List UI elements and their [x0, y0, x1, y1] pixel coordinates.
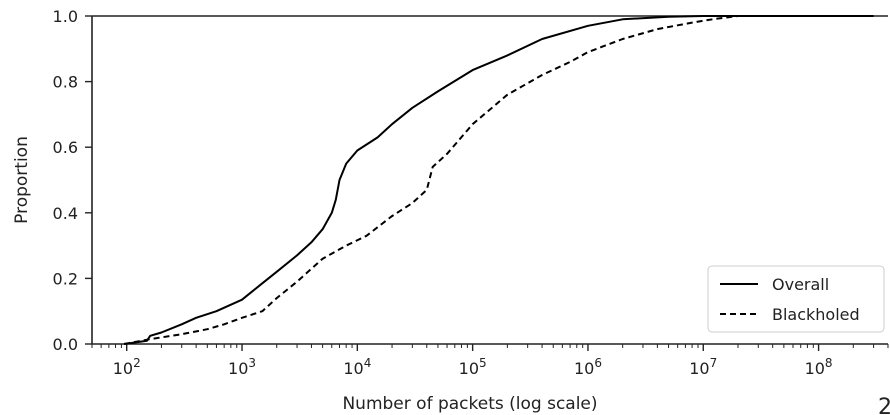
- x-tick-label: 104: [343, 356, 371, 378]
- y-tick-label: 0.4: [53, 204, 78, 223]
- series-line-overall: [123, 15, 874, 345]
- y-tick-label: 0.2: [53, 269, 78, 288]
- x-axis-ticks: 102 103 104 105 106 107 108: [91, 344, 889, 378]
- x-tick-label: 105: [459, 356, 487, 378]
- series-lines: [123, 15, 874, 345]
- x-axis-label: Number of packets (log scale): [342, 394, 597, 414]
- y-tick-label: 0.0: [53, 335, 78, 354]
- legend-label-overall: Overall: [772, 275, 829, 294]
- x-tick-label: 102: [113, 356, 141, 378]
- x-tick-label: 108: [805, 356, 833, 378]
- legend: Overall Blackholed: [707, 265, 885, 333]
- x-tick-label: 106: [574, 356, 602, 378]
- y-axis-label: Proportion: [12, 136, 32, 224]
- legend-box: [707, 265, 885, 333]
- legend-label-blackholed: Blackholed: [772, 305, 860, 324]
- corner-text: 2: [878, 395, 890, 415]
- x-tick-label: 103: [228, 356, 256, 378]
- y-axis-ticks: 0.0 0.2 0.4 0.6 0.8 1.0: [53, 7, 92, 354]
- y-tick-label: 1.0: [53, 7, 78, 26]
- y-tick-label: 0.8: [53, 73, 78, 92]
- y-tick-label: 0.6: [53, 138, 78, 157]
- x-tick-label: 107: [689, 356, 717, 378]
